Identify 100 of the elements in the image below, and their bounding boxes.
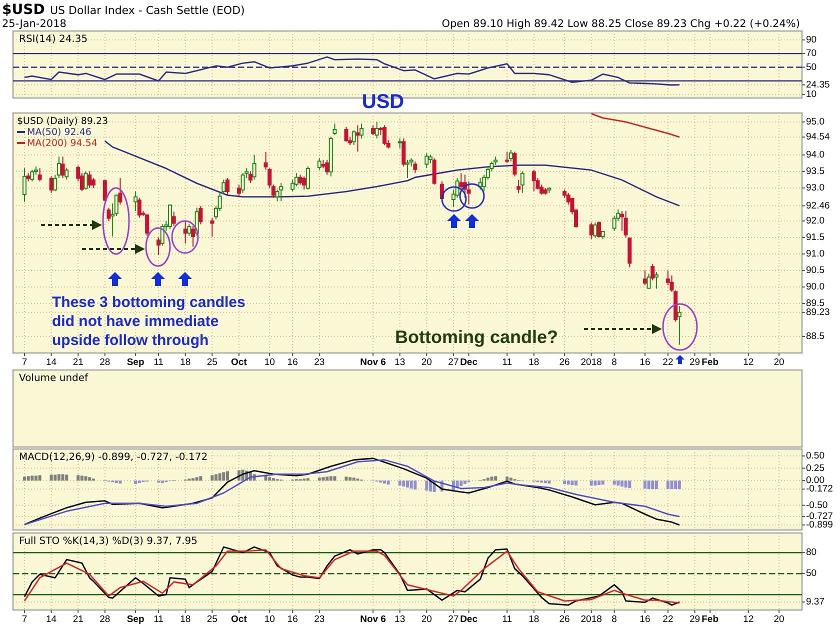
bar [563, 480, 566, 484]
bar [80, 476, 84, 481]
y-tick-label: 95.0 [806, 116, 824, 128]
x-tick-label: 2018 [580, 614, 602, 625]
candlestick [134, 190, 138, 212]
bar [218, 473, 222, 481]
bar [61, 474, 64, 481]
bar [329, 476, 332, 481]
y-tick-label: 94.54 [806, 132, 830, 143]
bar [670, 480, 674, 490]
bar [383, 480, 386, 484]
candlestick [589, 222, 594, 240]
bar [570, 480, 574, 486]
x-tick-label: 18 [180, 614, 191, 625]
y-tick-label: 0.25 [806, 462, 824, 474]
x-tick-label: Dec [460, 357, 478, 368]
bar [54, 474, 57, 481]
x-tick-label: Dec [460, 614, 478, 625]
y-tick-label: 89.5 [806, 298, 824, 309]
candlestick [360, 123, 364, 139]
y-tick-label: 90 [806, 34, 817, 46]
candlestick [459, 172, 464, 188]
x-tick-label: 8 [612, 614, 617, 625]
x-tick-label: Oct [231, 614, 248, 625]
candlestick [191, 225, 196, 248]
candlestick [654, 272, 658, 290]
x-tick-label: 13 [394, 357, 406, 368]
legend-label: MA(50) 92.46 [27, 127, 92, 138]
candlestick [508, 149, 513, 162]
candlestick [30, 169, 34, 182]
candlestick [84, 170, 88, 190]
chart-title: USD [362, 91, 404, 113]
candlestick [102, 179, 107, 202]
candlestick [646, 273, 651, 290]
bar [486, 478, 490, 481]
x-tick-label: 11 [154, 614, 164, 625]
bar [494, 476, 498, 481]
x-tick-label: 12 [743, 357, 754, 368]
x-tick-label: 22 [662, 614, 674, 625]
bar [134, 480, 138, 484]
y-tick-label: 50 [806, 568, 817, 580]
candlestick [168, 204, 172, 230]
bar [222, 472, 226, 481]
candlestick [210, 217, 214, 237]
bar [463, 480, 466, 484]
x-tick-label: Oct [231, 357, 248, 368]
y-tick-label: 90.0 [806, 281, 824, 292]
candlestick [198, 206, 203, 225]
y-tick-label: 9.37 [806, 596, 824, 608]
bar [214, 474, 218, 481]
candlestick [91, 178, 96, 188]
bar [84, 476, 88, 481]
x-tick-label: 22 [662, 357, 674, 368]
bar [460, 480, 463, 486]
bar [406, 480, 409, 488]
chart-title: Full STO %K(14,3) %D(3) 9.37, 7.95 [19, 536, 198, 547]
x-tick-label: 11 [154, 357, 164, 368]
x-tick-label: 11 [502, 357, 512, 368]
candlestick [505, 151, 510, 164]
bar [490, 476, 494, 481]
line-series [590, 112, 680, 138]
bar [333, 476, 336, 481]
legend-label: MA(200) 94.54 [27, 138, 98, 149]
y-tick-label: -0.50 [806, 500, 828, 511]
x-tick-label: 21 [72, 614, 84, 625]
candlestick [225, 178, 230, 196]
x-tick-label: Feb [702, 614, 719, 625]
y-tick-label: 80 [806, 547, 817, 558]
candlestick [118, 178, 122, 205]
x-tick-label: 10 [264, 357, 275, 368]
x-tick-label: 18 [528, 614, 540, 625]
y-tick-label: 94.0 [806, 149, 824, 160]
bar [651, 480, 654, 490]
bar [612, 480, 616, 485]
bar [326, 476, 329, 481]
x-tick-label: Sep [126, 357, 144, 368]
y-tick-label: 70 [806, 48, 817, 60]
candlestick [413, 161, 418, 174]
bar [226, 471, 229, 481]
x-tick-label: 14 [46, 357, 57, 368]
candlestick [172, 211, 176, 226]
bar [118, 480, 122, 484]
y-tick-label: 92.46 [806, 200, 830, 212]
bar [654, 480, 658, 490]
x-tick-label: 20 [421, 357, 432, 368]
x-tick-label: 28 [100, 614, 110, 625]
bar [628, 480, 632, 488]
bar [398, 480, 402, 486]
y-tick-label: 10 [806, 89, 817, 100]
candlestick [344, 126, 348, 142]
x-tick-label: 13 [394, 614, 406, 625]
chart-title: MACD(12,26,9) -0.899, -0.727, -0.172 [19, 452, 208, 463]
candlestick [593, 222, 598, 238]
bar [674, 480, 678, 490]
candlestick [22, 168, 26, 202]
candlestick [424, 152, 429, 169]
candlestick [382, 124, 387, 146]
y-tick-label: 89.23 [806, 306, 830, 318]
x-tick-label: 10 [264, 614, 275, 625]
x-tick-label: 8 [612, 357, 617, 368]
